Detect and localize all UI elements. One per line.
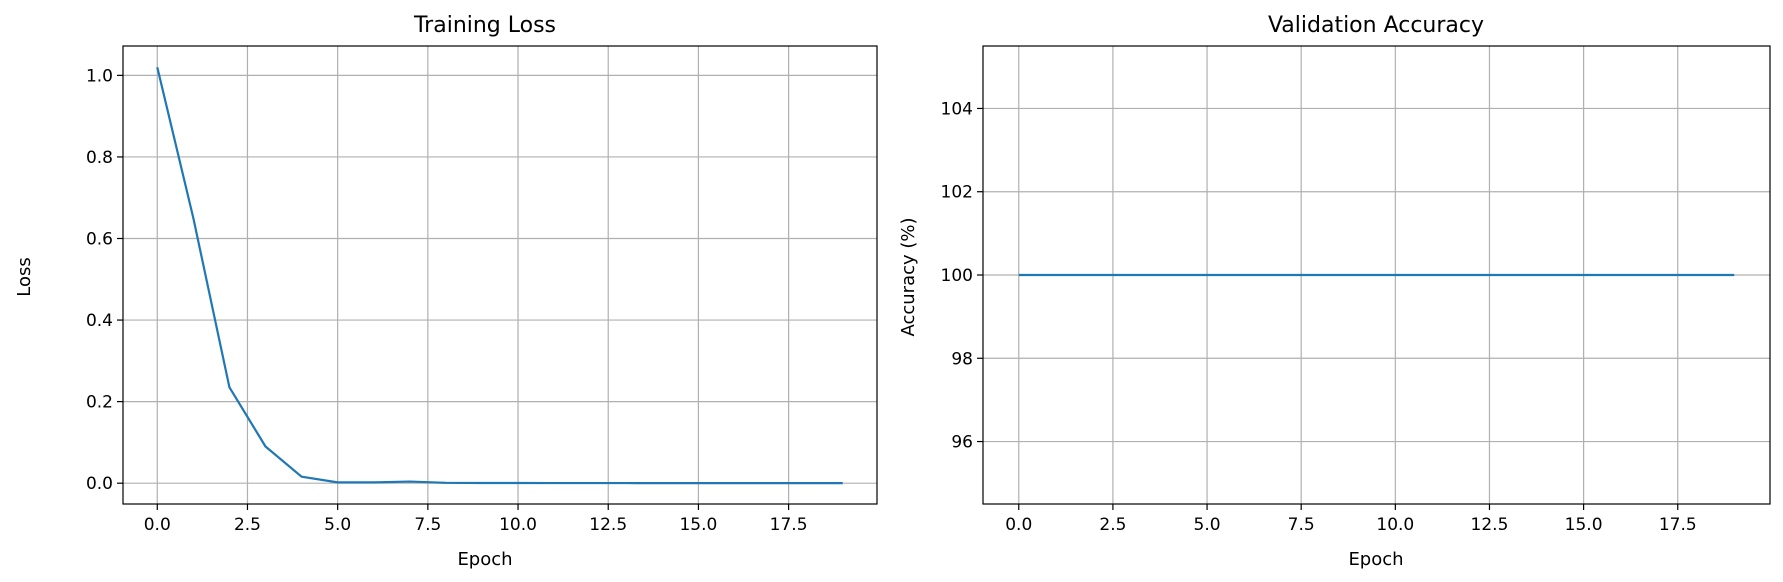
validation-accuracy-ticks: 0.0 2.5 5.0 7.5 10.0 12.5 15.0 17.5 96 98 100 102 10…	[941, 99, 1697, 535]
training-loss-ytick-label: 0.4	[86, 311, 113, 331]
training-loss-series	[156, 66, 843, 485]
training-loss-plot-frame	[122, 45, 878, 505]
training-loss-ytick-label: 1.0	[86, 66, 113, 86]
training-loss-xlabel: Epoch	[457, 549, 512, 570]
training-loss-xtick-label: 17.5	[770, 515, 808, 535]
training-loss-xtick-label: 15.0	[679, 515, 717, 535]
validation-accuracy-plot-frame	[982, 45, 1771, 505]
validation-accuracy-xtick-label: 0.0	[1005, 515, 1032, 535]
training-loss-chart: Training Loss Epoch Loss 0.0 2.5 5.0 7.5 10.…	[14, 13, 878, 570]
training-loss-xtick-label: 12.5	[589, 515, 627, 535]
training-loss-title: Training Loss	[413, 13, 556, 38]
training-loss-series-line	[156, 66, 843, 485]
training-loss-ticks: 0.0 2.5 5.0 7.5 10.0 12.5 15.0 17.5 0.0 0.2 0.4 0.6…	[86, 66, 808, 535]
validation-accuracy-xtick-label: 17.5	[1659, 515, 1697, 535]
validation-accuracy-xtick-label: 12.5	[1471, 515, 1509, 535]
validation-accuracy-ytick-label: 100	[941, 266, 973, 286]
validation-accuracy-ytick-label: 96	[951, 433, 973, 453]
validation-accuracy-ytick-label: 102	[941, 183, 973, 203]
training-loss-ytick-label: 0.2	[86, 393, 113, 413]
validation-accuracy-xlabel: Epoch	[1348, 549, 1403, 570]
training-loss-grid	[123, 46, 877, 504]
validation-accuracy-ytick-label: 98	[951, 349, 973, 369]
training-loss-xtick-label: 2.5	[234, 515, 261, 535]
validation-accuracy-ylabel: Accuracy (%)	[898, 217, 919, 336]
training-loss-ylabel: Loss	[14, 257, 35, 296]
validation-accuracy-xtick-label: 15.0	[1565, 515, 1603, 535]
training-loss-ytick-label: 0.0	[86, 474, 113, 494]
training-loss-ytick-label: 0.8	[86, 148, 113, 168]
training-loss-xtick-label: 7.5	[414, 515, 441, 535]
validation-accuracy-ytick-label: 104	[941, 99, 973, 119]
training-loss-ytick-label: 0.6	[86, 229, 113, 249]
validation-accuracy-xtick-label: 10.0	[1376, 515, 1414, 535]
validation-accuracy-title: Validation Accuracy	[1268, 13, 1484, 38]
training-loss-xtick-label: 0.0	[144, 515, 171, 535]
validation-accuracy-xtick-label: 7.5	[1288, 515, 1315, 535]
validation-accuracy-chart: Validation Accuracy Epoch Accuracy (%) 0…	[898, 13, 1771, 570]
training-loss-xtick-label: 5.0	[324, 515, 351, 535]
validation-accuracy-xtick-label: 5.0	[1194, 515, 1221, 535]
validation-accuracy-xtick-label: 2.5	[1099, 515, 1126, 535]
training-loss-xtick-label: 10.0	[499, 515, 537, 535]
